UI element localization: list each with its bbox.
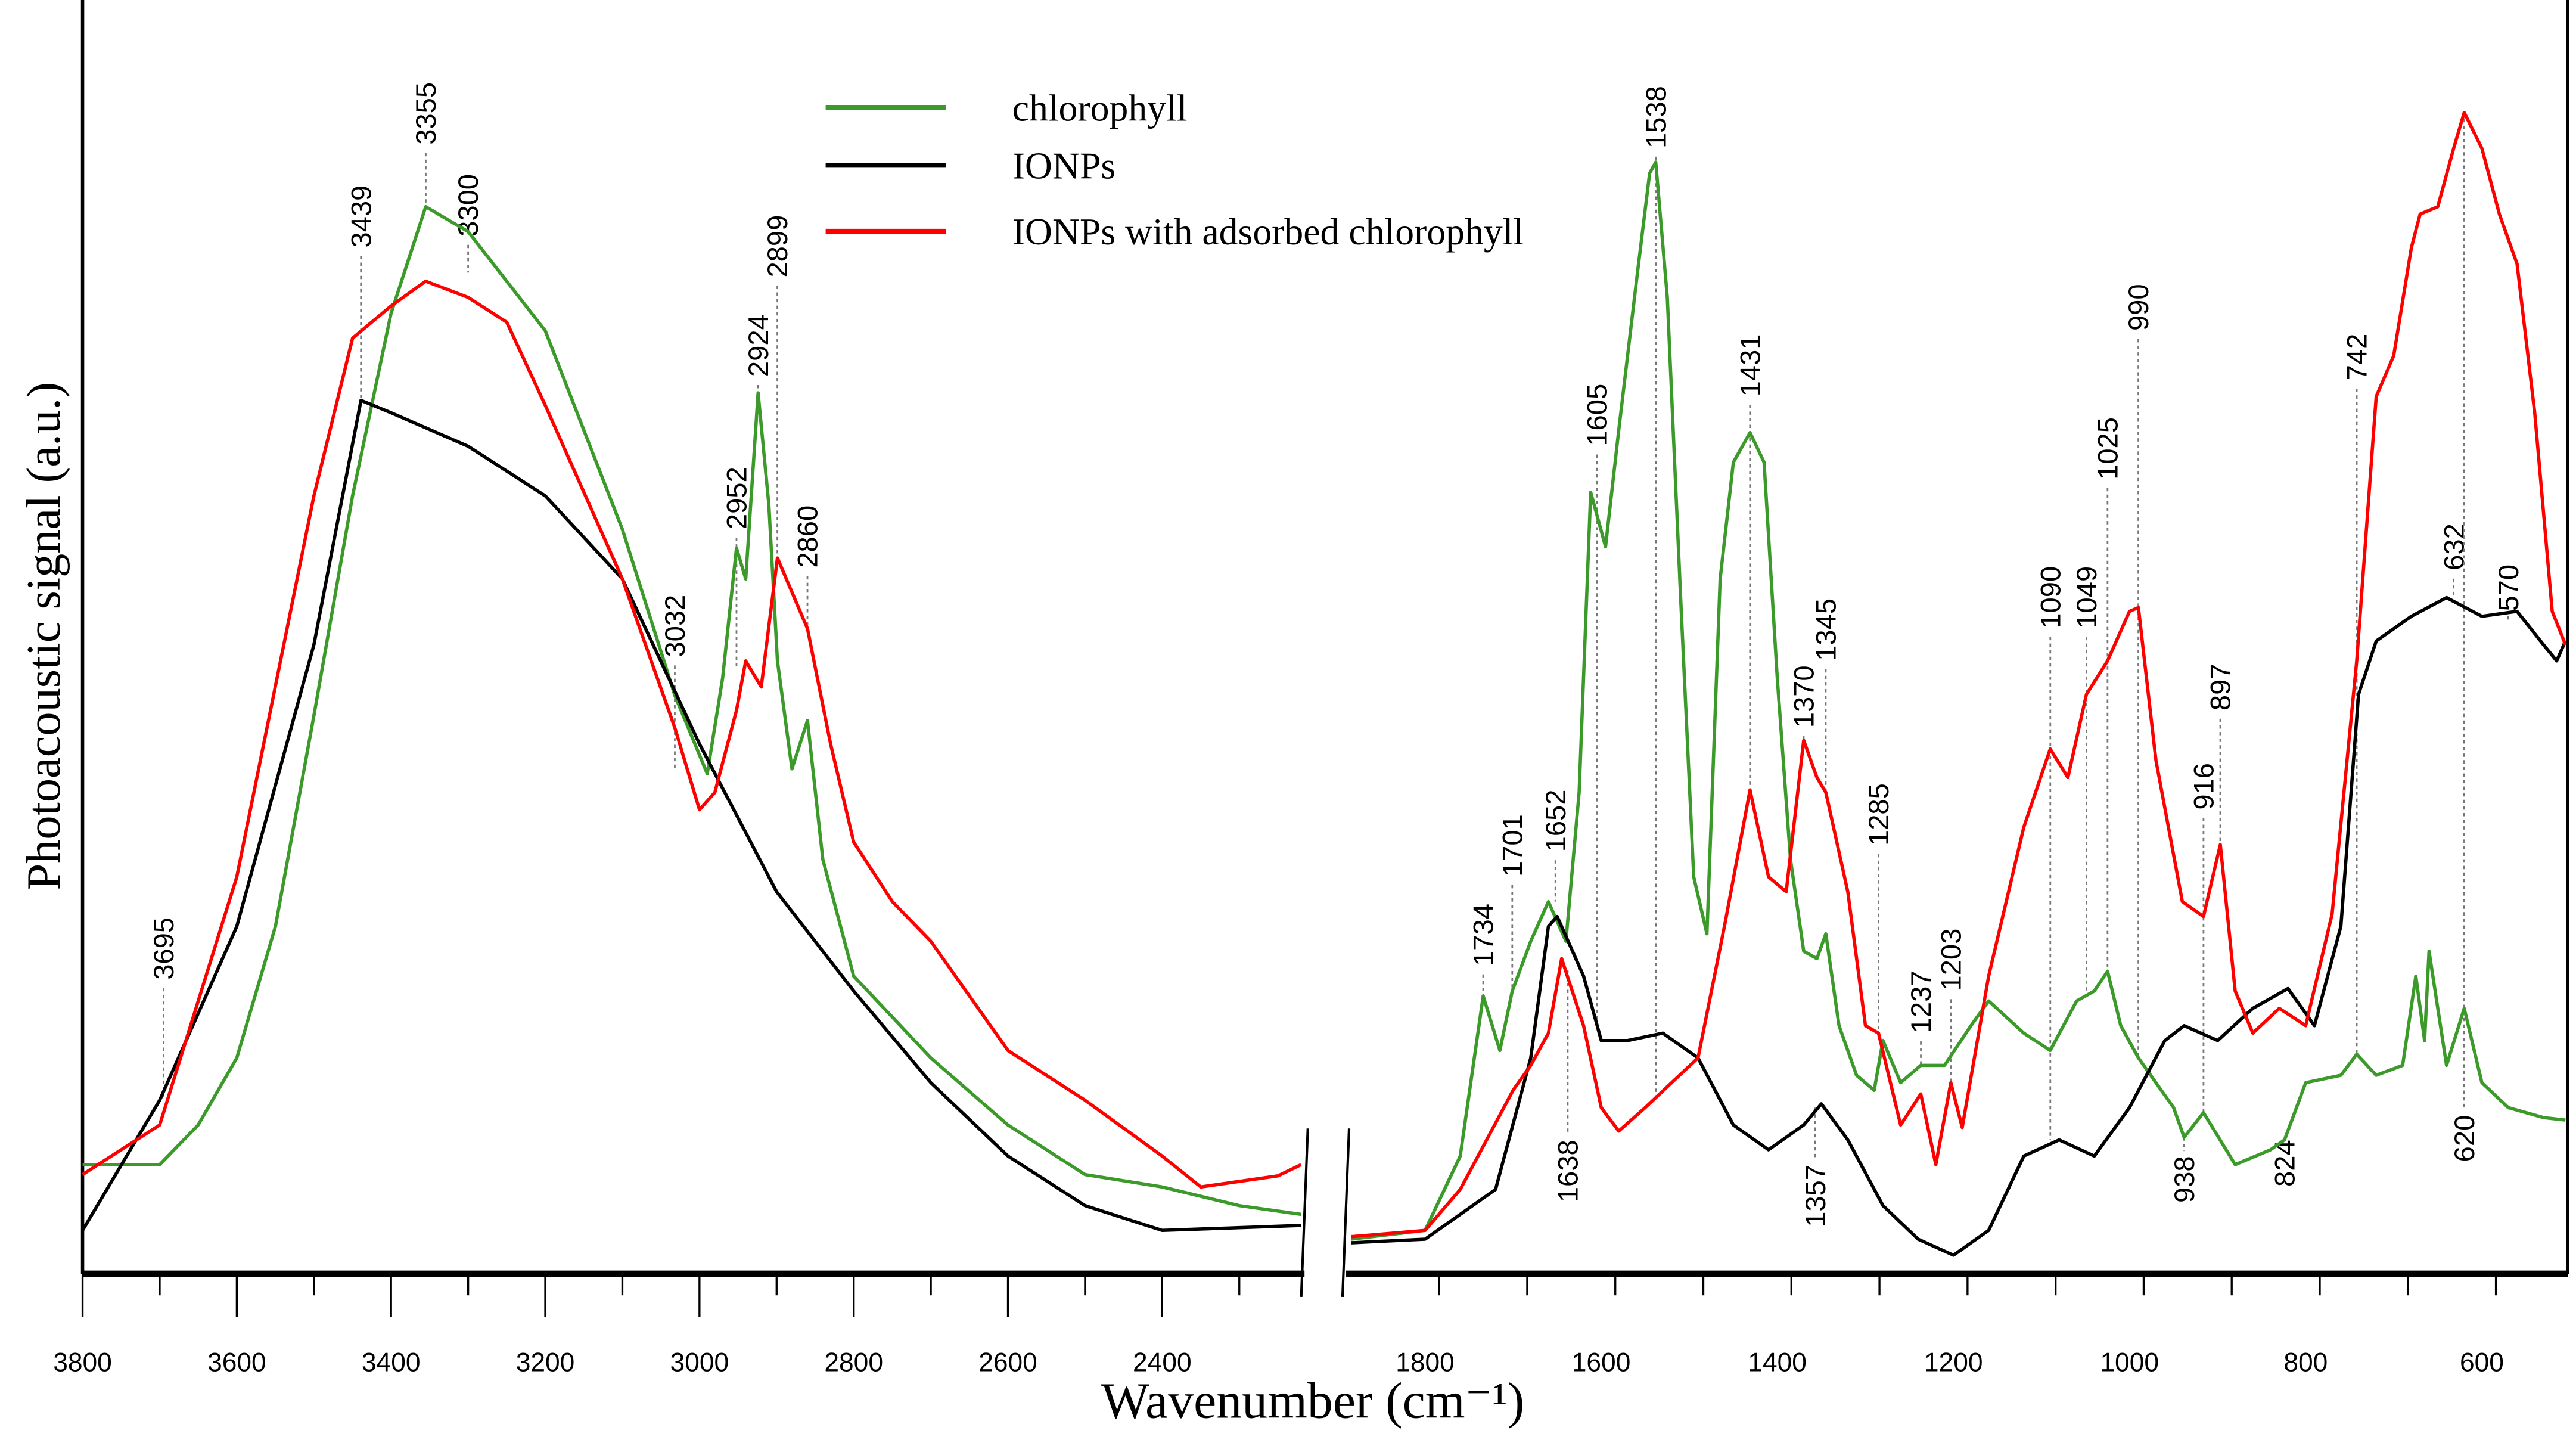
peak-annotation: 1370 xyxy=(1788,665,1820,741)
annotation-label: 897 xyxy=(2205,663,2236,710)
peak-annotation: 1734 xyxy=(1468,904,1499,996)
peak-annotation: 1049 xyxy=(2071,566,2102,991)
annotation-label: 938 xyxy=(2168,1156,2200,1203)
x-tick-label: 2600 xyxy=(978,1348,1037,1377)
peak-annotation: 1701 xyxy=(1496,814,1528,991)
peak-annotation: 1090 xyxy=(2034,566,2066,1140)
x-axis-title: Wavenumber (cm⁻¹) xyxy=(1101,1372,1524,1429)
annotation-label: 990 xyxy=(2123,284,2154,331)
annotation-label: 1538 xyxy=(1640,86,1671,148)
peak-annotation: 1431 xyxy=(1734,334,1766,790)
x-tick-label: 3200 xyxy=(516,1348,575,1377)
annotation-label: 1652 xyxy=(1540,790,1571,852)
x-tick-label: 3800 xyxy=(53,1348,112,1377)
annotation-label: 1285 xyxy=(1863,783,1894,846)
legend-label: IONPs with adsorbed chlorophyll xyxy=(1012,210,1524,253)
peak-annotation: 1203 xyxy=(1935,929,1966,1083)
axis-break-mark xyxy=(1341,1128,1351,1298)
peak-annotation: 824 xyxy=(2269,1135,2301,1187)
peak-annotation: 938 xyxy=(2168,1137,2200,1203)
peak-annotation: 632 xyxy=(2438,523,2469,598)
x-tick-label: 600 xyxy=(2460,1348,2504,1377)
x-tick-label: 800 xyxy=(2283,1348,2328,1377)
annotation-label: 1049 xyxy=(2071,566,2102,629)
x-tick-label: 1600 xyxy=(1572,1348,1631,1377)
peak-annotation: 570 xyxy=(2493,564,2524,620)
peak-annotation: 3032 xyxy=(659,595,691,769)
annotation-label: 620 xyxy=(2448,1115,2480,1162)
peak-annotation: 1357 xyxy=(1800,1107,1831,1227)
annotation-label: 1370 xyxy=(1788,665,1820,728)
x-tick-label: 3000 xyxy=(670,1348,729,1377)
series-chlorophyll-right xyxy=(1351,160,2566,1241)
annotation-label: 3300 xyxy=(452,174,484,237)
peak-annotation: 916 xyxy=(2188,763,2220,1113)
peak-annotation: 1345 xyxy=(1810,598,1842,793)
peak-annotation: 897 xyxy=(2205,663,2236,845)
x-tick-label: 1200 xyxy=(1924,1348,1983,1377)
peak-annotation: 620 xyxy=(2448,112,2480,1162)
peak-annotation: 3355 xyxy=(410,82,442,207)
x-tick-label: 3400 xyxy=(362,1348,421,1377)
peak-annotation: 1285 xyxy=(1863,783,1894,1034)
annotation-label: 1638 xyxy=(1552,1140,1584,1202)
annotation-label: 1090 xyxy=(2034,566,2066,629)
x-tick-label: 1000 xyxy=(2100,1348,2159,1377)
annotation-label: 1203 xyxy=(1935,929,1966,991)
peak-annotation: 3695 xyxy=(148,917,179,1100)
x-tick-label: 3600 xyxy=(207,1348,266,1377)
x-tick-label: 1800 xyxy=(1396,1348,1455,1377)
peak-annotations: 3695 3439 3355 3300 3032 2952 2924 2899 2860 1734… xyxy=(148,82,2524,1227)
series-ionps-with-adsorbed-chlorophyll-right xyxy=(1351,110,2567,1239)
annotation-label: 570 xyxy=(2493,564,2524,612)
annotation-label: 1605 xyxy=(1581,384,1612,446)
annotation-label: 1357 xyxy=(1800,1165,1831,1227)
peak-annotation: 1538 xyxy=(1640,86,1671,1100)
annotation-label: 1431 xyxy=(1734,334,1766,397)
x-tick-label: 1400 xyxy=(1748,1348,1807,1377)
peak-annotation: 1237 xyxy=(1905,970,1937,1066)
peak-annotation: 1025 xyxy=(2092,417,2123,972)
peak-annotation: 742 xyxy=(2341,334,2373,1054)
annotation-label: 1701 xyxy=(1496,814,1528,877)
series-ionps-with-adsorbed-chlorophyll-left xyxy=(82,280,1302,1189)
x-tick-label: 2400 xyxy=(1133,1348,1192,1377)
annotation-label: 1734 xyxy=(1468,904,1499,966)
annotation-label: 3439 xyxy=(345,185,377,248)
peak-annotation: 1605 xyxy=(1581,384,1612,1026)
legend-label: chlorophyll xyxy=(1012,86,1188,129)
annotation-label: 1345 xyxy=(1810,598,1842,661)
axis-break-mark xyxy=(1300,1128,1309,1298)
peak-annotation: 2899 xyxy=(762,215,793,558)
annotation-label: 2924 xyxy=(742,314,774,377)
y-axis-title: Photoacoustic signal (a.u.) xyxy=(17,382,70,891)
series-chlorophyll-left xyxy=(82,204,1301,1217)
peak-annotation: 2860 xyxy=(792,505,824,629)
annotation-label: 2952 xyxy=(721,467,753,529)
peak-annotation: 1638 xyxy=(1552,970,1584,1202)
legend-label: IONPs xyxy=(1012,144,1116,187)
series-ionps-left xyxy=(81,398,1301,1233)
series-ionps-right xyxy=(1351,595,2567,1257)
annotation-label: 3355 xyxy=(410,82,442,145)
annotation-label: 1237 xyxy=(1905,970,1937,1033)
annotation-label: 3032 xyxy=(659,595,691,657)
annotation-label: 1025 xyxy=(2092,417,2123,480)
annotation-label: 742 xyxy=(2341,334,2373,381)
peak-annotation: 990 xyxy=(2123,284,2154,1058)
x-tick-label: 2800 xyxy=(824,1348,883,1377)
peak-annotation: 1652 xyxy=(1540,790,1571,902)
annotation-label: 916 xyxy=(2188,763,2220,810)
annotation-label: 3695 xyxy=(148,917,179,980)
axes: 3800 3600 3400 3200 3000 2800 2600 2400 1800 1600… xyxy=(53,0,2569,1377)
annotation-label: 2860 xyxy=(792,505,824,568)
annotation-label: 2899 xyxy=(762,215,793,278)
peak-annotation: 2924 xyxy=(742,314,774,397)
legend: chlorophyll IONPs IONPs with adsorbed chlo… xyxy=(825,86,1524,253)
spectra xyxy=(81,110,2567,1257)
peak-annotation: 3439 xyxy=(345,185,377,401)
